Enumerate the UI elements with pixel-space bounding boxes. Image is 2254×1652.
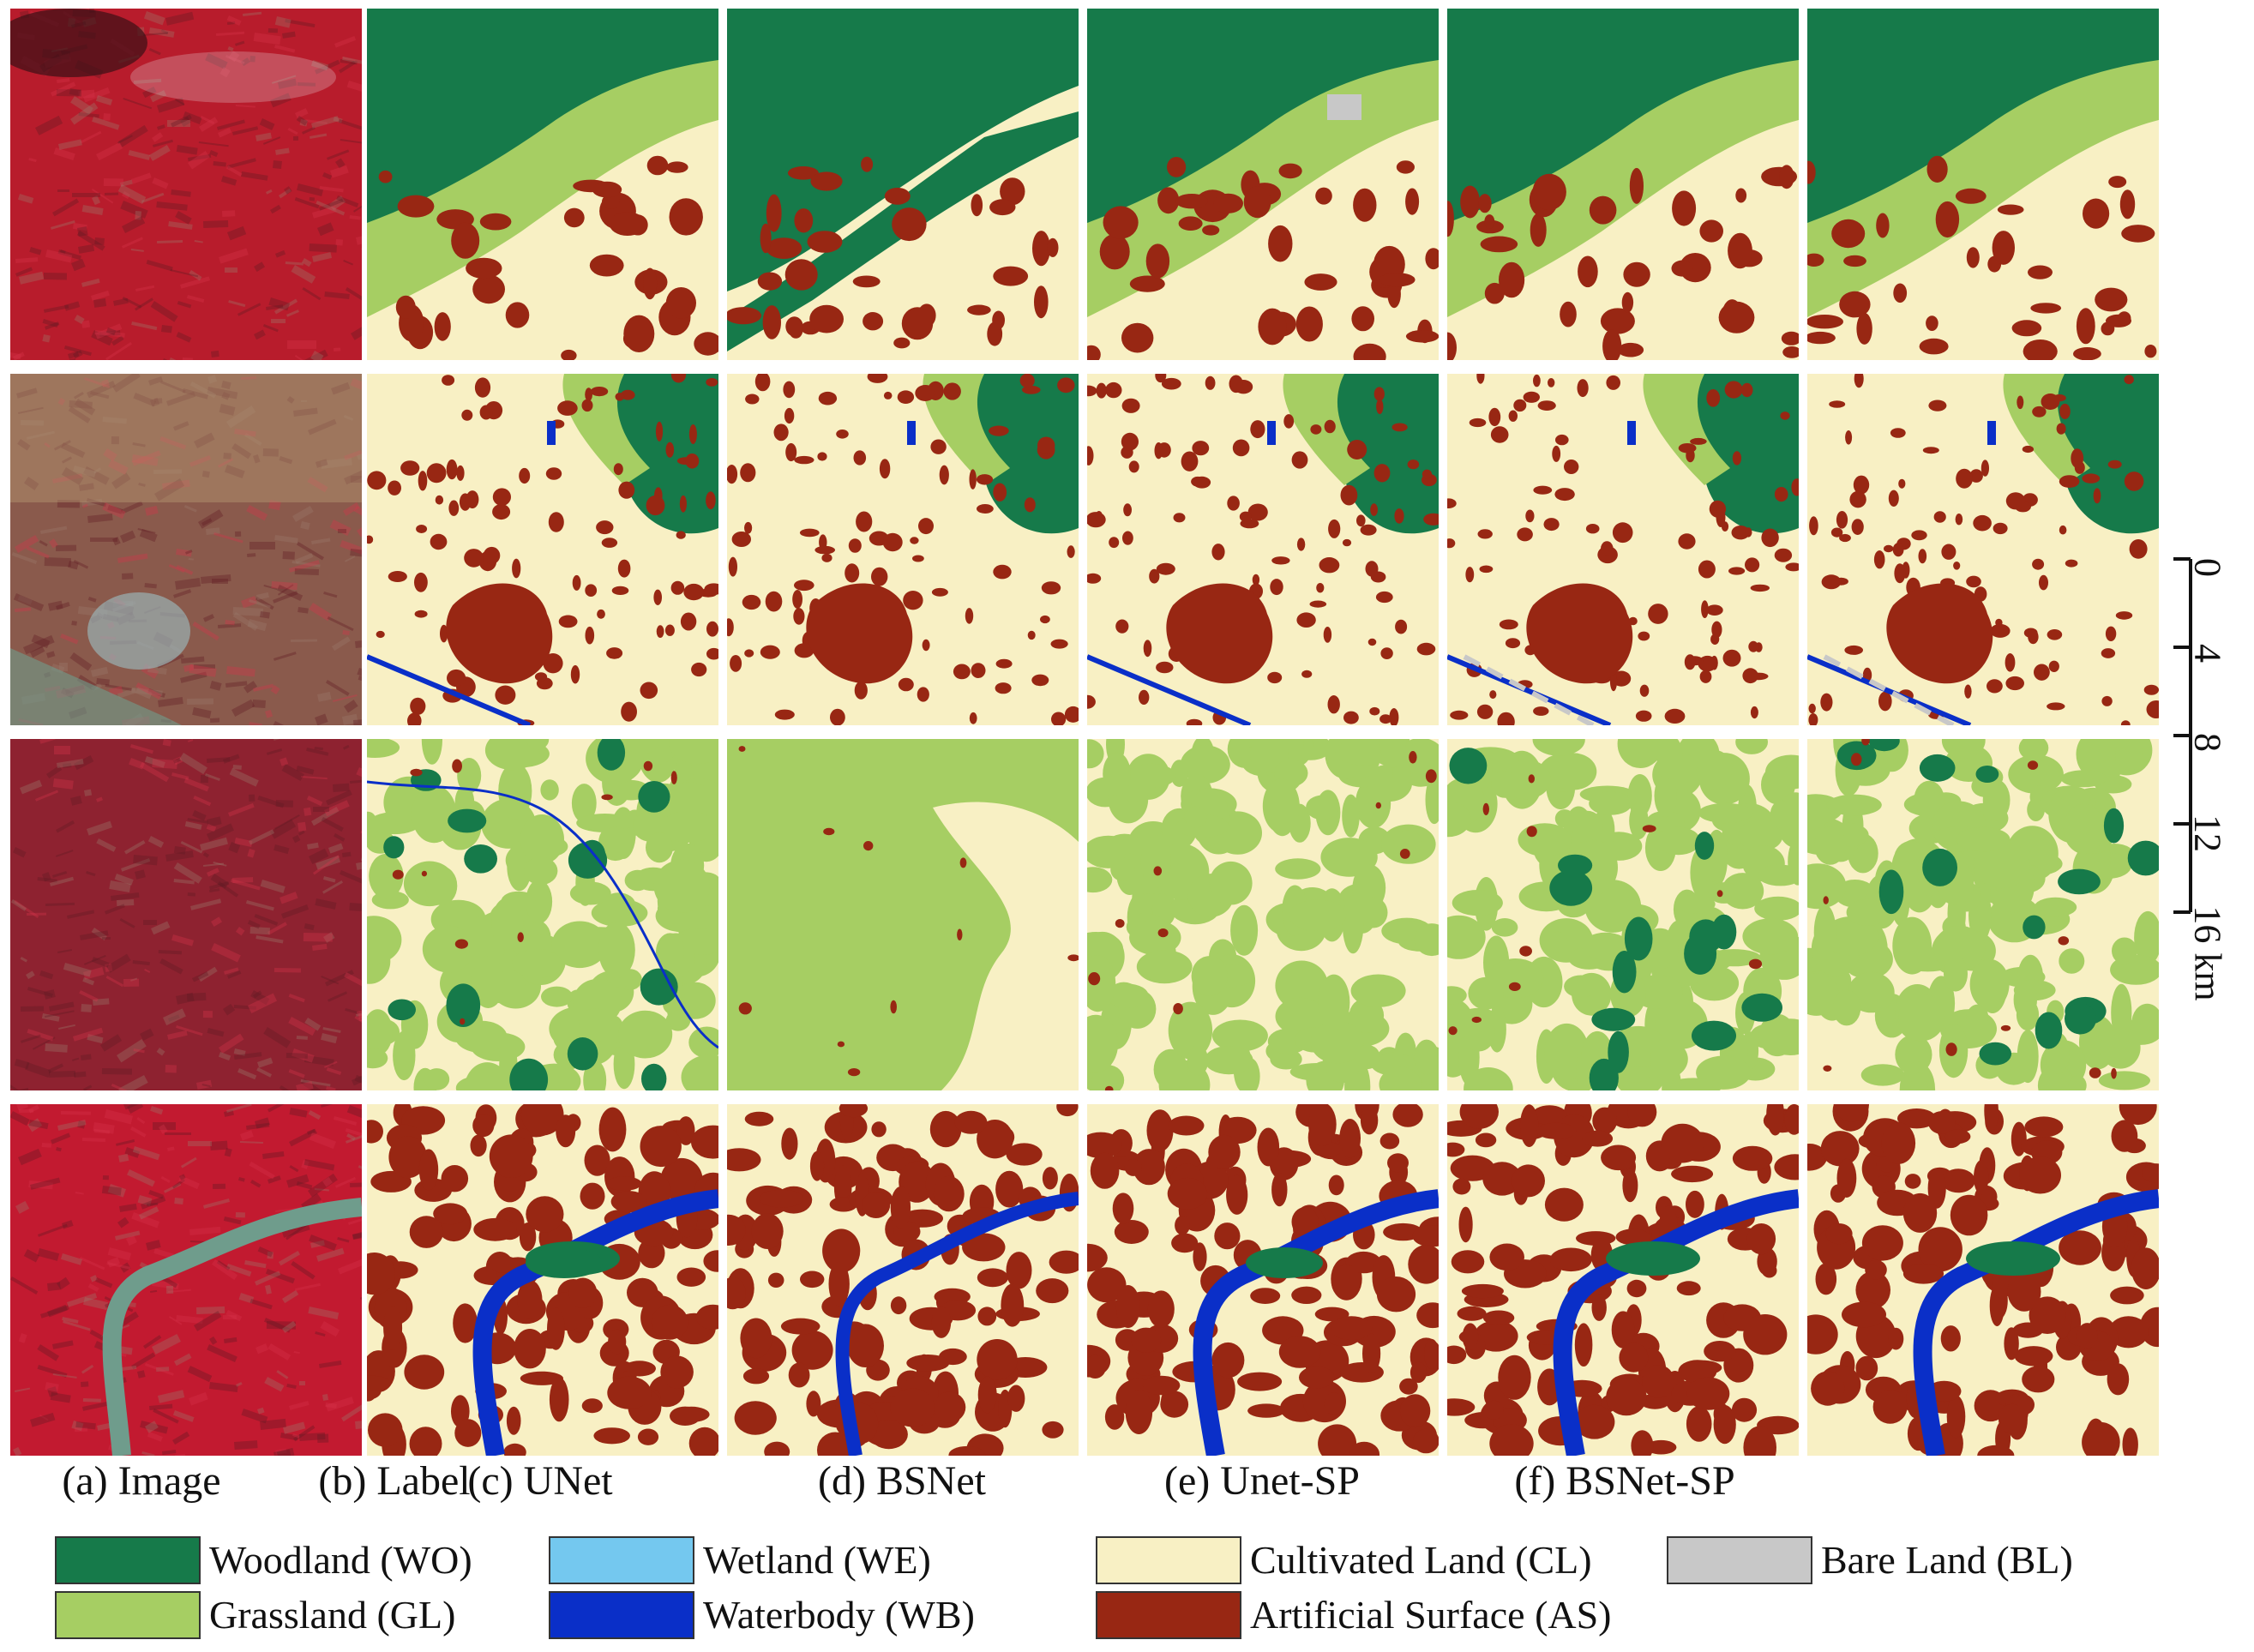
tile-row3-unet-sp xyxy=(1447,739,1799,1090)
map-graphic xyxy=(1807,9,2159,360)
caption-bsnet: (d) BSNet xyxy=(818,1458,986,1504)
map-graphic xyxy=(727,739,1079,1090)
tile-row4-label xyxy=(367,1104,718,1456)
caption-label: (b) Label xyxy=(318,1458,471,1504)
legend-swatch-cultivated xyxy=(1096,1536,1241,1584)
tile-row2-unet xyxy=(727,374,1079,725)
tile-row2-label xyxy=(367,374,718,725)
tile-row4-unet-sp xyxy=(1447,1104,1799,1456)
legend-label-artificial: Artificial Surface (AS) xyxy=(1250,1593,1612,1637)
tile-row3-image xyxy=(10,739,362,1090)
map-graphic xyxy=(367,374,718,725)
map-graphic xyxy=(10,9,362,360)
scale-bar xyxy=(2173,557,2192,914)
legend-label-waterbody: Waterbody (WB) xyxy=(703,1593,975,1637)
legend-swatch-artificial xyxy=(1096,1591,1241,1639)
legend-swatch-wetland xyxy=(549,1536,694,1584)
caption-unet: (c) UNet xyxy=(467,1458,613,1504)
tile-row2-bsnet-sp xyxy=(1807,374,2159,725)
legend-swatch-woodland xyxy=(55,1536,201,1584)
tile-row4-image xyxy=(10,1104,362,1456)
map-graphic xyxy=(1087,1104,1439,1456)
map-graphic xyxy=(1447,374,1799,725)
scale-tick-12: 12 xyxy=(2186,814,2229,852)
scale-tick-16km: 16 km xyxy=(2186,905,2229,1001)
map-graphic xyxy=(1447,9,1799,360)
map-graphic xyxy=(367,739,718,1090)
tile-row1-label xyxy=(367,9,718,360)
tile-row1-image xyxy=(10,9,362,360)
tile-row1-bsnet-sp xyxy=(1807,9,2159,360)
legend-label-woodland: Woodland (WO) xyxy=(209,1538,472,1582)
legend-label-wetland: Wetland (WE) xyxy=(703,1538,931,1582)
tile-row3-bsnet xyxy=(1087,739,1439,1090)
map-graphic xyxy=(367,1104,718,1456)
map-graphic xyxy=(1807,374,2159,725)
tile-row1-bsnet xyxy=(1087,9,1439,360)
legend-label-cultivated: Cultivated Land (CL) xyxy=(1250,1538,1592,1582)
tile-row3-bsnet-sp xyxy=(1807,739,2159,1090)
map-graphic xyxy=(367,9,718,360)
map-graphic xyxy=(1807,739,2159,1090)
legend-swatch-grassland xyxy=(55,1591,201,1639)
tile-row2-bsnet xyxy=(1087,374,1439,725)
map-graphic xyxy=(727,9,1079,360)
map-graphic xyxy=(1087,739,1439,1090)
map-graphic xyxy=(10,1104,362,1456)
map-graphic xyxy=(1087,9,1439,360)
tile-row3-label xyxy=(367,739,718,1090)
map-graphic xyxy=(727,1104,1079,1456)
legend-label-bare-land: Bare Land (BL) xyxy=(1821,1538,2073,1582)
caption-image: (a) Image xyxy=(62,1458,221,1504)
tile-row1-unet-sp xyxy=(1447,9,1799,360)
map-graphic xyxy=(1087,374,1439,725)
map-graphic xyxy=(10,739,362,1090)
legend-label-grassland: Grassland (GL) xyxy=(209,1593,456,1637)
tile-row3-unet xyxy=(727,739,1079,1090)
legend-swatch-bare-land xyxy=(1667,1536,1812,1584)
tile-row4-unet xyxy=(727,1104,1079,1456)
caption-bsnet-sp: (f) BSNet-SP xyxy=(1514,1458,1735,1504)
legend-swatch-waterbody xyxy=(549,1591,694,1639)
caption-unet-sp: (e) Unet-SP xyxy=(1164,1458,1360,1504)
scale-tick-8: 8 xyxy=(2186,733,2229,752)
map-graphic xyxy=(10,374,362,725)
tile-row4-bsnet-sp xyxy=(1807,1104,2159,1456)
tile-row1-unet xyxy=(727,9,1079,360)
tile-row4-bsnet xyxy=(1087,1104,1439,1456)
map-graphic xyxy=(1447,1104,1799,1456)
map-graphic xyxy=(727,374,1079,725)
scale-tick-4: 4 xyxy=(2186,644,2229,663)
scale-tick-0: 0 xyxy=(2186,558,2229,577)
tile-row2-image xyxy=(10,374,362,725)
tile-row2-unet-sp xyxy=(1447,374,1799,725)
map-graphic xyxy=(1807,1104,2159,1456)
map-graphic xyxy=(1447,739,1799,1090)
